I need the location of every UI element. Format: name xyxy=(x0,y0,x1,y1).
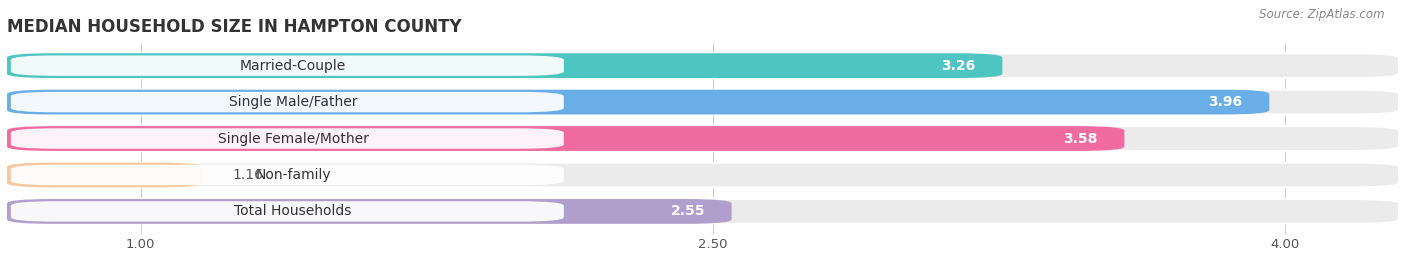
FancyBboxPatch shape xyxy=(11,165,564,185)
Text: Single Male/Father: Single Male/Father xyxy=(229,95,357,109)
Text: 3.26: 3.26 xyxy=(942,59,976,73)
FancyBboxPatch shape xyxy=(11,55,564,76)
Text: Source: ZipAtlas.com: Source: ZipAtlas.com xyxy=(1260,8,1385,21)
FancyBboxPatch shape xyxy=(11,128,564,149)
Text: Single Female/Mother: Single Female/Mother xyxy=(218,132,368,146)
FancyBboxPatch shape xyxy=(7,199,731,224)
FancyBboxPatch shape xyxy=(7,199,1399,224)
Text: Married-Couple: Married-Couple xyxy=(240,59,346,73)
Text: 3.96: 3.96 xyxy=(1209,95,1243,109)
Text: MEDIAN HOUSEHOLD SIZE IN HAMPTON COUNTY: MEDIAN HOUSEHOLD SIZE IN HAMPTON COUNTY xyxy=(7,18,461,36)
FancyBboxPatch shape xyxy=(7,162,1399,187)
Text: Non-family: Non-family xyxy=(256,168,330,182)
FancyBboxPatch shape xyxy=(7,162,201,187)
FancyBboxPatch shape xyxy=(7,53,1399,78)
FancyBboxPatch shape xyxy=(11,92,564,112)
FancyBboxPatch shape xyxy=(11,201,564,222)
Text: 1.16: 1.16 xyxy=(232,168,263,182)
FancyBboxPatch shape xyxy=(7,126,1399,151)
FancyBboxPatch shape xyxy=(7,90,1270,115)
FancyBboxPatch shape xyxy=(7,53,1002,78)
Text: Total Households: Total Households xyxy=(235,204,352,218)
Text: 2.55: 2.55 xyxy=(671,204,704,218)
FancyBboxPatch shape xyxy=(7,90,1399,115)
FancyBboxPatch shape xyxy=(7,126,1125,151)
Text: 3.58: 3.58 xyxy=(1063,132,1098,146)
